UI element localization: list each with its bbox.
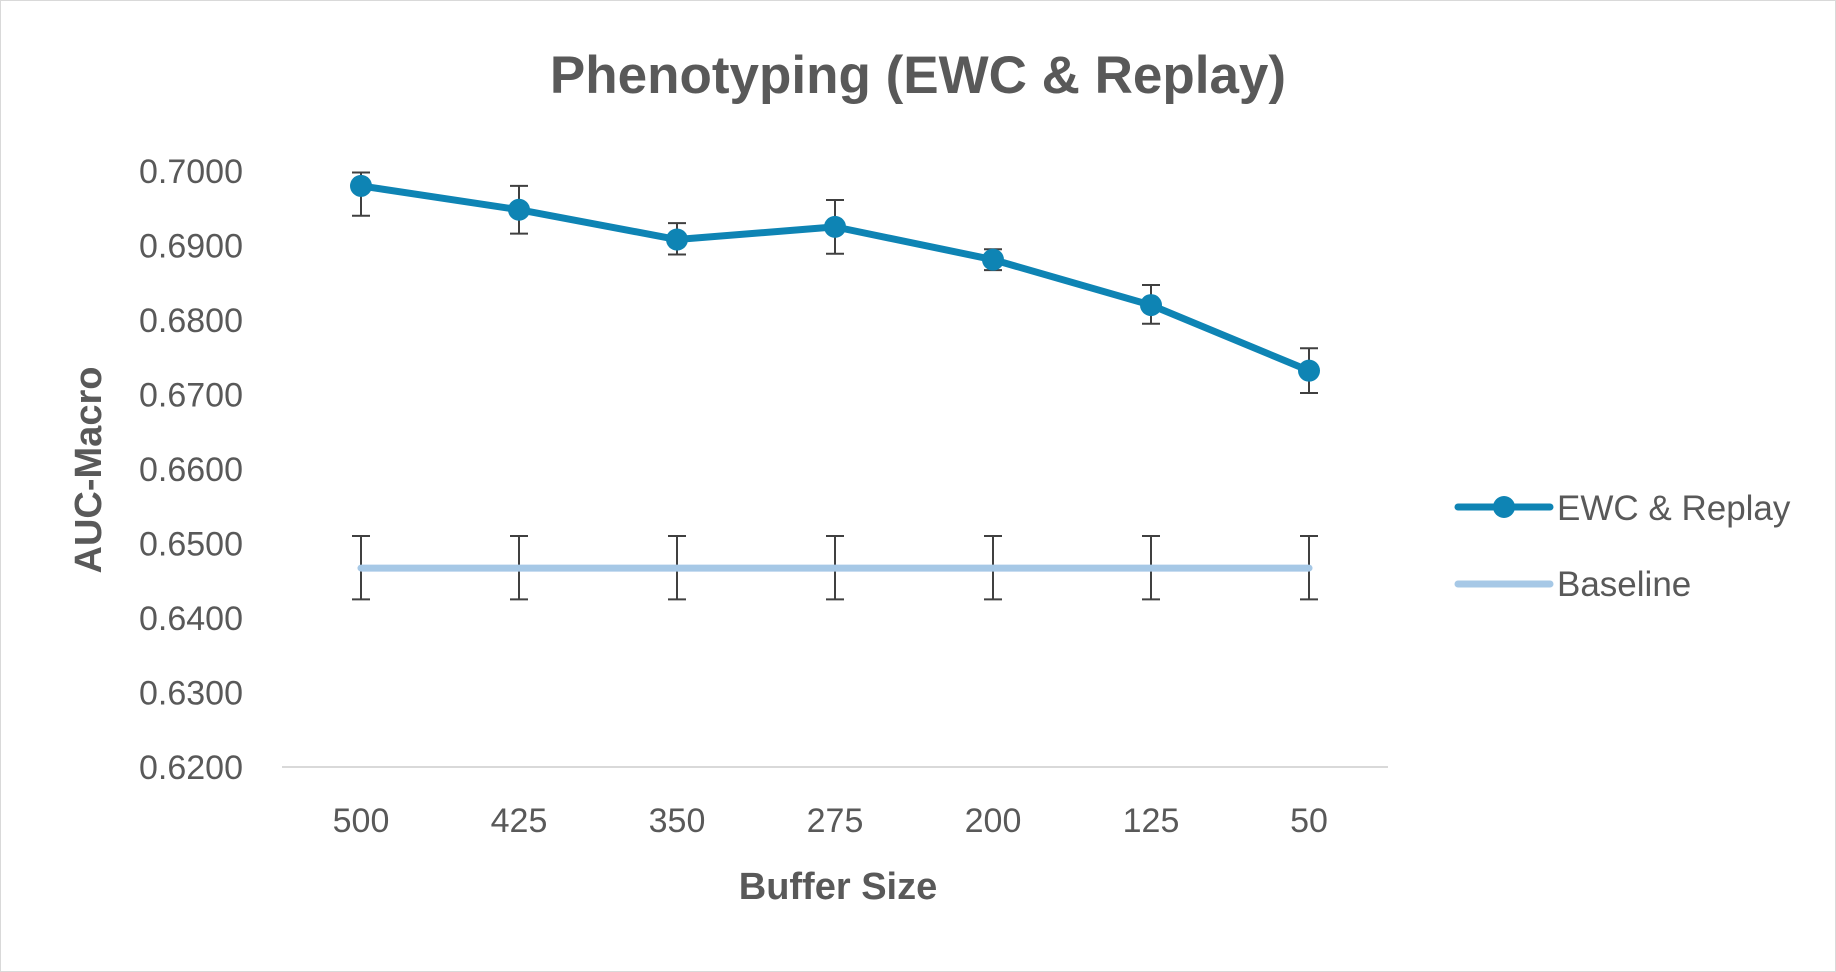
y-tick-label: 0.6800 bbox=[139, 302, 243, 340]
x-tick-label: 500 bbox=[333, 802, 390, 840]
x-axis-title: Buffer Size bbox=[739, 866, 937, 908]
y-tick-label: 0.6500 bbox=[139, 526, 243, 564]
legend-label-ewc-replay: EWC & Replay bbox=[1557, 489, 1791, 528]
data-point bbox=[1140, 294, 1162, 317]
y-tick-label: 0.6400 bbox=[139, 600, 243, 638]
x-axis-ticks: 500 425 350 275 200 125 50 bbox=[333, 802, 1328, 840]
data-point bbox=[824, 215, 846, 238]
x-tick-label: 200 bbox=[965, 802, 1022, 840]
data-point bbox=[508, 198, 530, 221]
y-tick-label: 0.6200 bbox=[139, 749, 243, 787]
y-tick-label: 0.6900 bbox=[139, 228, 243, 266]
y-tick-label: 0.6600 bbox=[139, 451, 243, 489]
legend-item-ewc-replay: EWC & Replay bbox=[1454, 489, 1791, 528]
legend-marker-ewc-replay bbox=[1493, 496, 1515, 518]
data-point bbox=[350, 174, 372, 197]
chart-title: Phenotyping (EWC & Replay) bbox=[550, 46, 1286, 105]
y-tick-label: 0.7000 bbox=[139, 153, 243, 191]
legend-label-baseline: Baseline bbox=[1557, 565, 1691, 604]
legend-item-baseline: Baseline bbox=[1454, 565, 1691, 604]
data-point bbox=[666, 228, 688, 251]
x-tick-label: 125 bbox=[1123, 802, 1180, 840]
data-point bbox=[1298, 359, 1320, 382]
y-tick-label: 0.6700 bbox=[139, 377, 243, 415]
x-tick-label: 425 bbox=[491, 802, 548, 840]
series-layer bbox=[350, 174, 1320, 572]
data-point bbox=[982, 248, 1004, 271]
x-tick-label: 275 bbox=[807, 802, 864, 840]
legend: EWC & Replay Baseline bbox=[1454, 489, 1791, 604]
x-tick-label: 350 bbox=[649, 802, 706, 840]
y-tick-label: 0.6300 bbox=[139, 675, 243, 713]
y-axis-ticks: 0.6200 0.6300 0.6400 0.6500 0.6600 0.6700 0.68… bbox=[139, 153, 243, 787]
y-axis-title: AUC-Macro bbox=[68, 367, 110, 574]
x-tick-label: 50 bbox=[1290, 802, 1328, 840]
